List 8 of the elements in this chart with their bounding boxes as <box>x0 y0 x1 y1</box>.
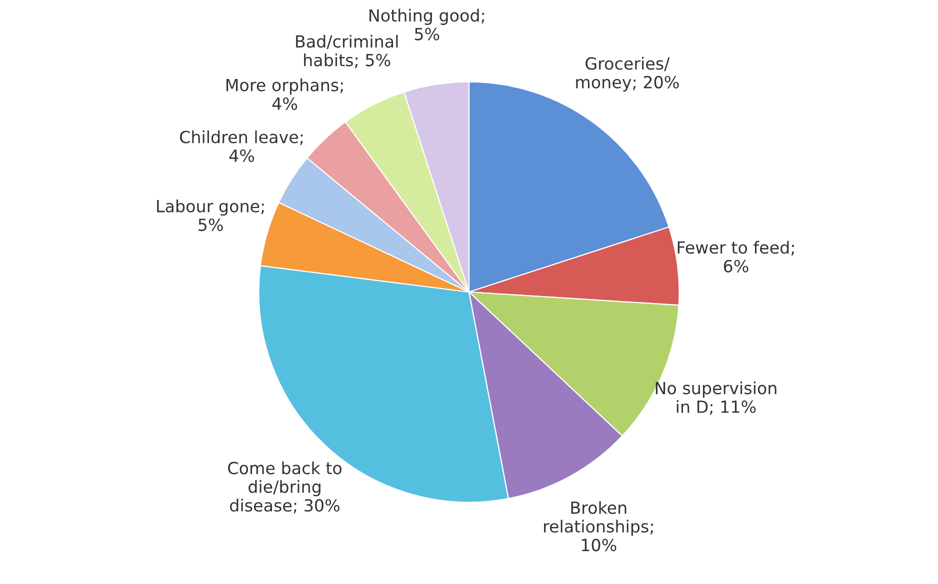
slice-label: Groceries/ money; 20% <box>576 56 679 92</box>
slice-label: Labour gone; 5% <box>157 200 264 232</box>
slice-label: Children leave; 4% <box>180 130 303 162</box>
slice-label: Fewer to feed; 6% <box>678 240 794 272</box>
slice-label: Broken relationships; 10% <box>544 501 653 552</box>
slice-label: Come back to die/bring disease; 30% <box>228 461 342 514</box>
slice-label: No supervision in D; 11% <box>656 381 776 415</box>
slice-label: More orphans; 4% <box>226 78 343 110</box>
